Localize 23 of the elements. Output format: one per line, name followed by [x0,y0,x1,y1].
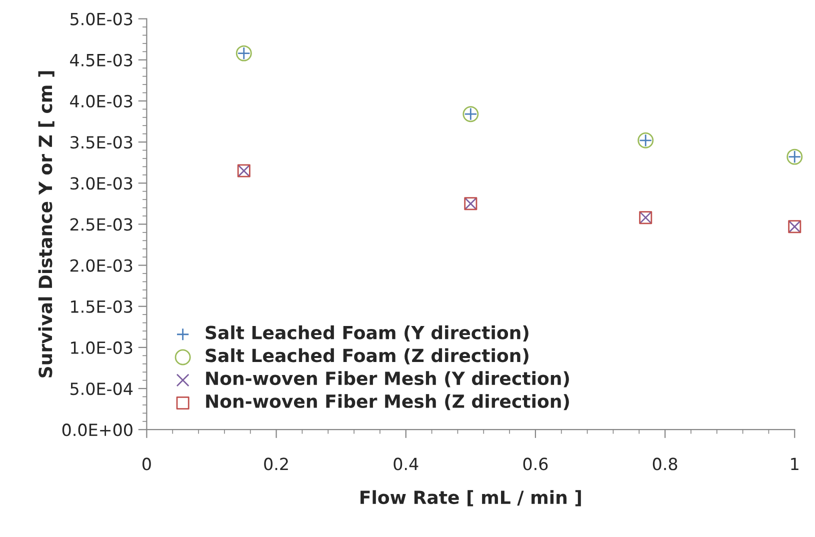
legend-label: Salt Leached Foam (Z direction) [206,348,528,364]
x-tick-label: 0.2 [264,458,288,470]
y-tick-label: 5.0E-04 [70,382,133,396]
x-tick-label: 0 [142,458,151,470]
y-tick-label: 2.0E-03 [70,259,132,272]
legend-label: Non-woven Fiber Mesh (Z direction) [206,394,569,410]
x-axis-title: Flow Rate [ mL / min ] [360,490,581,506]
y-tick-label: 4.0E-03 [70,94,132,108]
x-tick-label: 0.8 [652,458,678,470]
y-axis-title: Survival Distance Y or Z [ cm ] [38,71,54,378]
legend-label: Non-woven Fiber Mesh (Y direction) [206,371,569,388]
x-tick-label: 0.6 [523,458,548,470]
y-tick-label: 0.0E+00 [62,424,132,436]
y-tick-label: 5.0E-03 [70,12,132,26]
y-tick-label: 2.5E-03 [70,218,132,231]
x-tick-label: 1 [791,458,798,470]
y-tick-label: 3.0E-03 [70,177,132,190]
x-tick-label: 0.4 [394,458,418,470]
y-tick-label: 1.0E-03 [71,341,132,354]
y-tick-label: 4.5E-03 [70,54,132,66]
y-tick-label: 1.5E-03 [71,300,132,313]
y-tick-label: 3.5E-03 [70,136,132,149]
legend-label: Salt Leached Foam (Y direction) [206,325,528,342]
